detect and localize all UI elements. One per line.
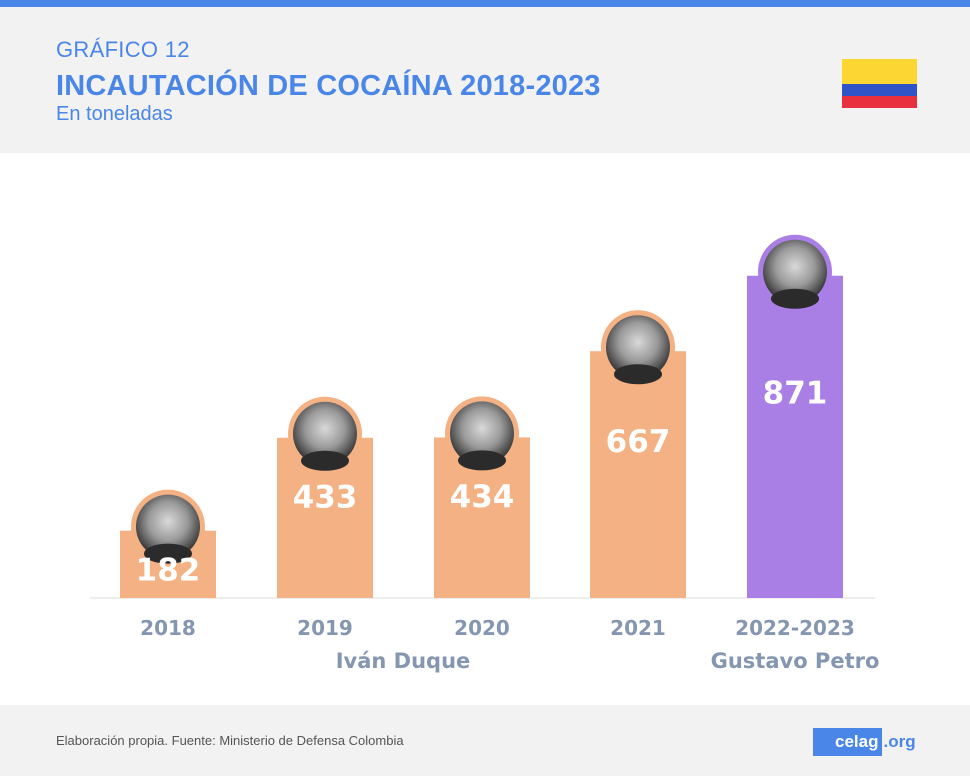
- source-note: Elaboración propia. Fuente: Ministerio d…: [56, 733, 404, 748]
- value-label-2020: 434: [450, 479, 515, 515]
- category-label-2019: 2019: [297, 616, 353, 640]
- portrait-avatar: [450, 401, 514, 466]
- flag-stripe-yellow: [842, 59, 917, 84]
- portrait-avatar: [293, 401, 357, 466]
- portrait-avatar: [606, 315, 670, 380]
- footer: Elaboración propia. Fuente: Ministerio d…: [0, 705, 970, 776]
- value-label-2018: 182: [136, 553, 201, 589]
- portrait-avatar: [763, 239, 827, 304]
- chart-kicker: GRÁFICO 12: [56, 37, 190, 62]
- group-label: Gustavo Petro: [711, 649, 880, 673]
- colombia-flag-icon: [842, 59, 917, 108]
- portrait-shoulders: [144, 543, 192, 564]
- flag-stripe-blue: [842, 83, 917, 96]
- category-label-2021: 2021: [610, 616, 666, 640]
- group-label: Iván Duque: [336, 649, 471, 673]
- bar-chart: 182 2018 433 2019 434 2020 667 2021 871 2022-2023…: [90, 234, 880, 673]
- portrait-shoulders: [771, 288, 819, 309]
- value-label-2021: 667: [606, 424, 671, 460]
- category-label-2022-2023: 2022-2023: [735, 616, 855, 640]
- category-label-2018: 2018: [140, 616, 196, 640]
- logo-main-text: celag: [813, 728, 883, 756]
- bar-2021: [590, 351, 686, 598]
- top-accent-bar: [0, 0, 970, 7]
- header: GRÁFICO 12 INCAUTACIÓN DE COCAÍNA 2018-2…: [0, 7, 970, 153]
- portrait-shoulders: [614, 364, 662, 385]
- bar-2022-2023: [747, 275, 843, 598]
- flag-stripe-red: [842, 95, 917, 108]
- portrait-avatar: [136, 494, 200, 559]
- logo-ext-text: .org: [883, 732, 916, 751]
- chart-subtitle: En toneladas: [56, 103, 173, 125]
- portrait-shoulders: [301, 450, 349, 471]
- chart-title: INCAUTACIÓN DE COCAÍNA 2018-2023: [56, 70, 601, 102]
- portrait-shoulders: [458, 450, 506, 471]
- celag-logo: celag .org: [813, 727, 916, 757]
- value-label-2022-2023: 871: [763, 376, 828, 412]
- category-label-2020: 2020: [454, 616, 510, 640]
- value-label-2019: 433: [293, 479, 358, 515]
